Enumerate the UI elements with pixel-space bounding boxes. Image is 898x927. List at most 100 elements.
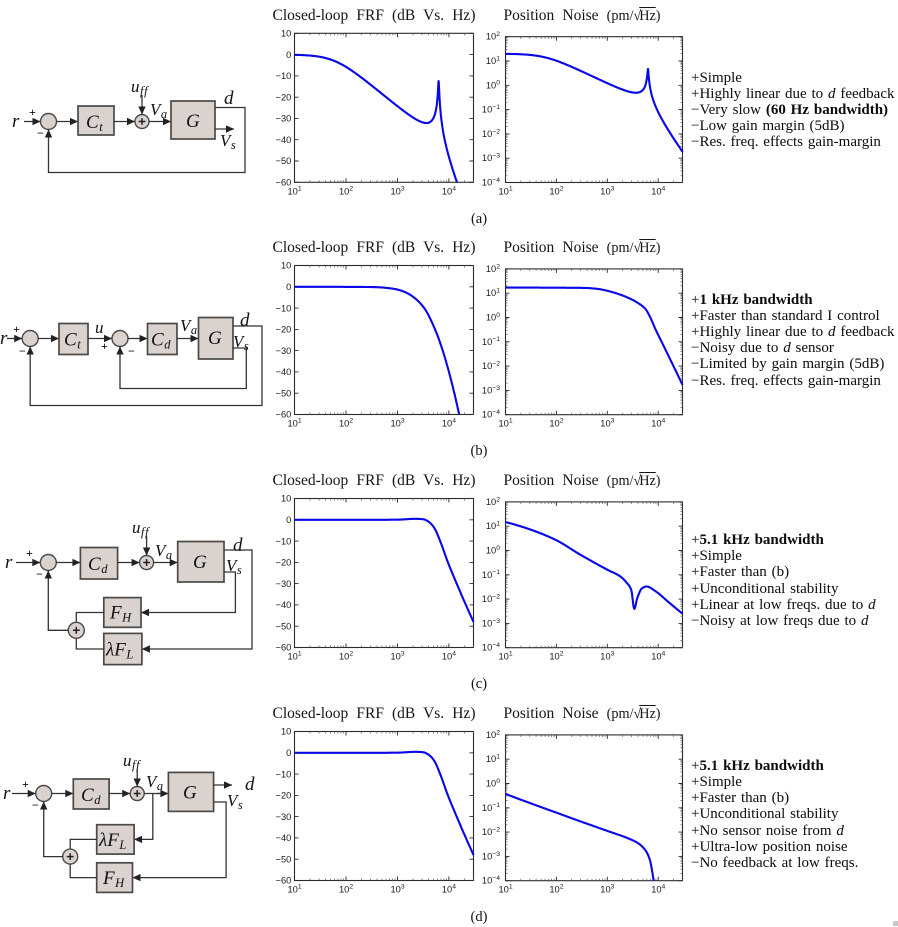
svg-text:103: 103 [391,651,405,662]
svg-text:100: 100 [486,778,500,789]
svg-text:G: G [193,552,207,573]
svg-text:102: 102 [486,729,500,740]
svg-text:−60: −60 [276,410,292,420]
svg-text:10: 10 [281,494,291,504]
svg-text:uff: uff [123,751,141,772]
svg-text:d: d [240,310,250,331]
svg-text:−30: −30 [276,346,292,356]
svg-text:102: 102 [486,496,500,507]
svg-text:+: + [26,546,33,560]
svg-text:Va: Va [146,772,164,793]
svg-text:103: 103 [391,884,405,895]
svg-text:+: + [101,339,108,353]
svg-text:uff: uff [131,77,149,98]
svg-text:Va: Va [150,100,168,121]
svg-text:−40: −40 [276,833,292,843]
svg-text:d: d [224,88,234,109]
svg-text:102: 102 [339,418,353,429]
svg-text:−50: −50 [276,854,292,864]
svg-text:103: 103 [391,185,405,196]
svg-text:104: 104 [442,185,456,196]
svg-text:Vs: Vs [227,791,243,812]
svg-text:r: r [0,328,8,349]
svg-text:r: r [12,111,20,132]
svg-text:10−1: 10−1 [482,802,500,813]
svg-text:10−2: 10−2 [482,594,500,605]
svg-text:10−1: 10−1 [482,336,500,347]
svg-text:10−2: 10−2 [482,361,500,372]
svg-text:G: G [183,783,197,804]
svg-text:103: 103 [600,186,614,197]
svg-text:−20: −20 [276,92,292,102]
svg-text:−60: −60 [276,876,292,886]
svg-text:r: r [3,783,11,804]
svg-text:10−4: 10−4 [482,642,500,653]
svg-text:104: 104 [651,186,665,197]
svg-text:d: d [245,774,255,795]
svg-text:−30: −30 [276,114,292,124]
svg-text:101: 101 [486,754,500,765]
svg-text:10−2: 10−2 [482,827,500,838]
svg-text:102: 102 [549,186,563,197]
svg-text:101: 101 [486,521,500,532]
svg-text:G: G [186,111,200,132]
svg-text:103: 103 [600,418,614,429]
svg-text:−: − [32,798,39,812]
svg-text:−10: −10 [276,71,292,81]
svg-text:−60: −60 [276,643,292,653]
svg-text:0: 0 [286,282,291,292]
svg-text:102: 102 [339,185,353,196]
svg-text:u: u [95,318,104,337]
svg-text:−40: −40 [276,367,292,377]
svg-text:+: + [22,777,29,791]
svg-text:102: 102 [486,263,500,274]
svg-text:101: 101 [499,651,513,662]
svg-text:10−4: 10−4 [482,409,500,420]
svg-text:−40: −40 [276,135,292,145]
svg-text:Va: Va [180,316,198,337]
svg-text:10: 10 [281,29,291,39]
svg-text:Vs: Vs [226,556,242,577]
svg-text:−40: −40 [276,600,292,610]
svg-text:Ct: Ct [64,330,81,352]
svg-text:10−1: 10−1 [482,104,500,115]
svg-text:−: − [19,344,26,358]
svg-text:102: 102 [549,651,563,662]
svg-text:101: 101 [499,418,513,429]
svg-text:103: 103 [600,651,614,662]
svg-text:Vs: Vs [233,332,249,353]
svg-text:Vs: Vs [220,131,236,152]
svg-text:G: G [208,328,222,349]
svg-text:−10: −10 [276,769,292,779]
svg-text:101: 101 [288,884,302,895]
svg-text:10−3: 10−3 [482,153,500,164]
svg-text:10−2: 10−2 [482,128,500,139]
svg-text:−: − [36,567,43,581]
svg-text:−20: −20 [276,558,292,568]
svg-text:101: 101 [499,186,513,197]
svg-text:101: 101 [486,288,500,299]
svg-text:104: 104 [442,884,456,895]
svg-text:Va: Va [155,541,173,562]
svg-text:0: 0 [286,748,291,758]
svg-text:−20: −20 [276,791,292,801]
svg-text:104: 104 [442,418,456,429]
svg-text:100: 100 [486,312,500,323]
svg-text:10: 10 [281,727,291,737]
svg-text:10−3: 10−3 [482,851,500,862]
svg-text:uff: uff [132,518,150,539]
svg-text:101: 101 [486,55,500,66]
svg-text:−: − [37,126,44,140]
svg-text:103: 103 [391,418,405,429]
svg-text:102: 102 [339,651,353,662]
svg-text:−60: −60 [276,178,292,188]
svg-text:101: 101 [288,651,302,662]
svg-text:−10: −10 [276,536,292,546]
svg-text:101: 101 [499,884,513,895]
svg-text:−20: −20 [276,325,292,335]
svg-text:104: 104 [651,651,665,662]
svg-text:−50: −50 [276,388,292,398]
svg-text:101: 101 [288,418,302,429]
svg-text:−50: −50 [276,156,292,166]
svg-text:0: 0 [286,50,291,60]
